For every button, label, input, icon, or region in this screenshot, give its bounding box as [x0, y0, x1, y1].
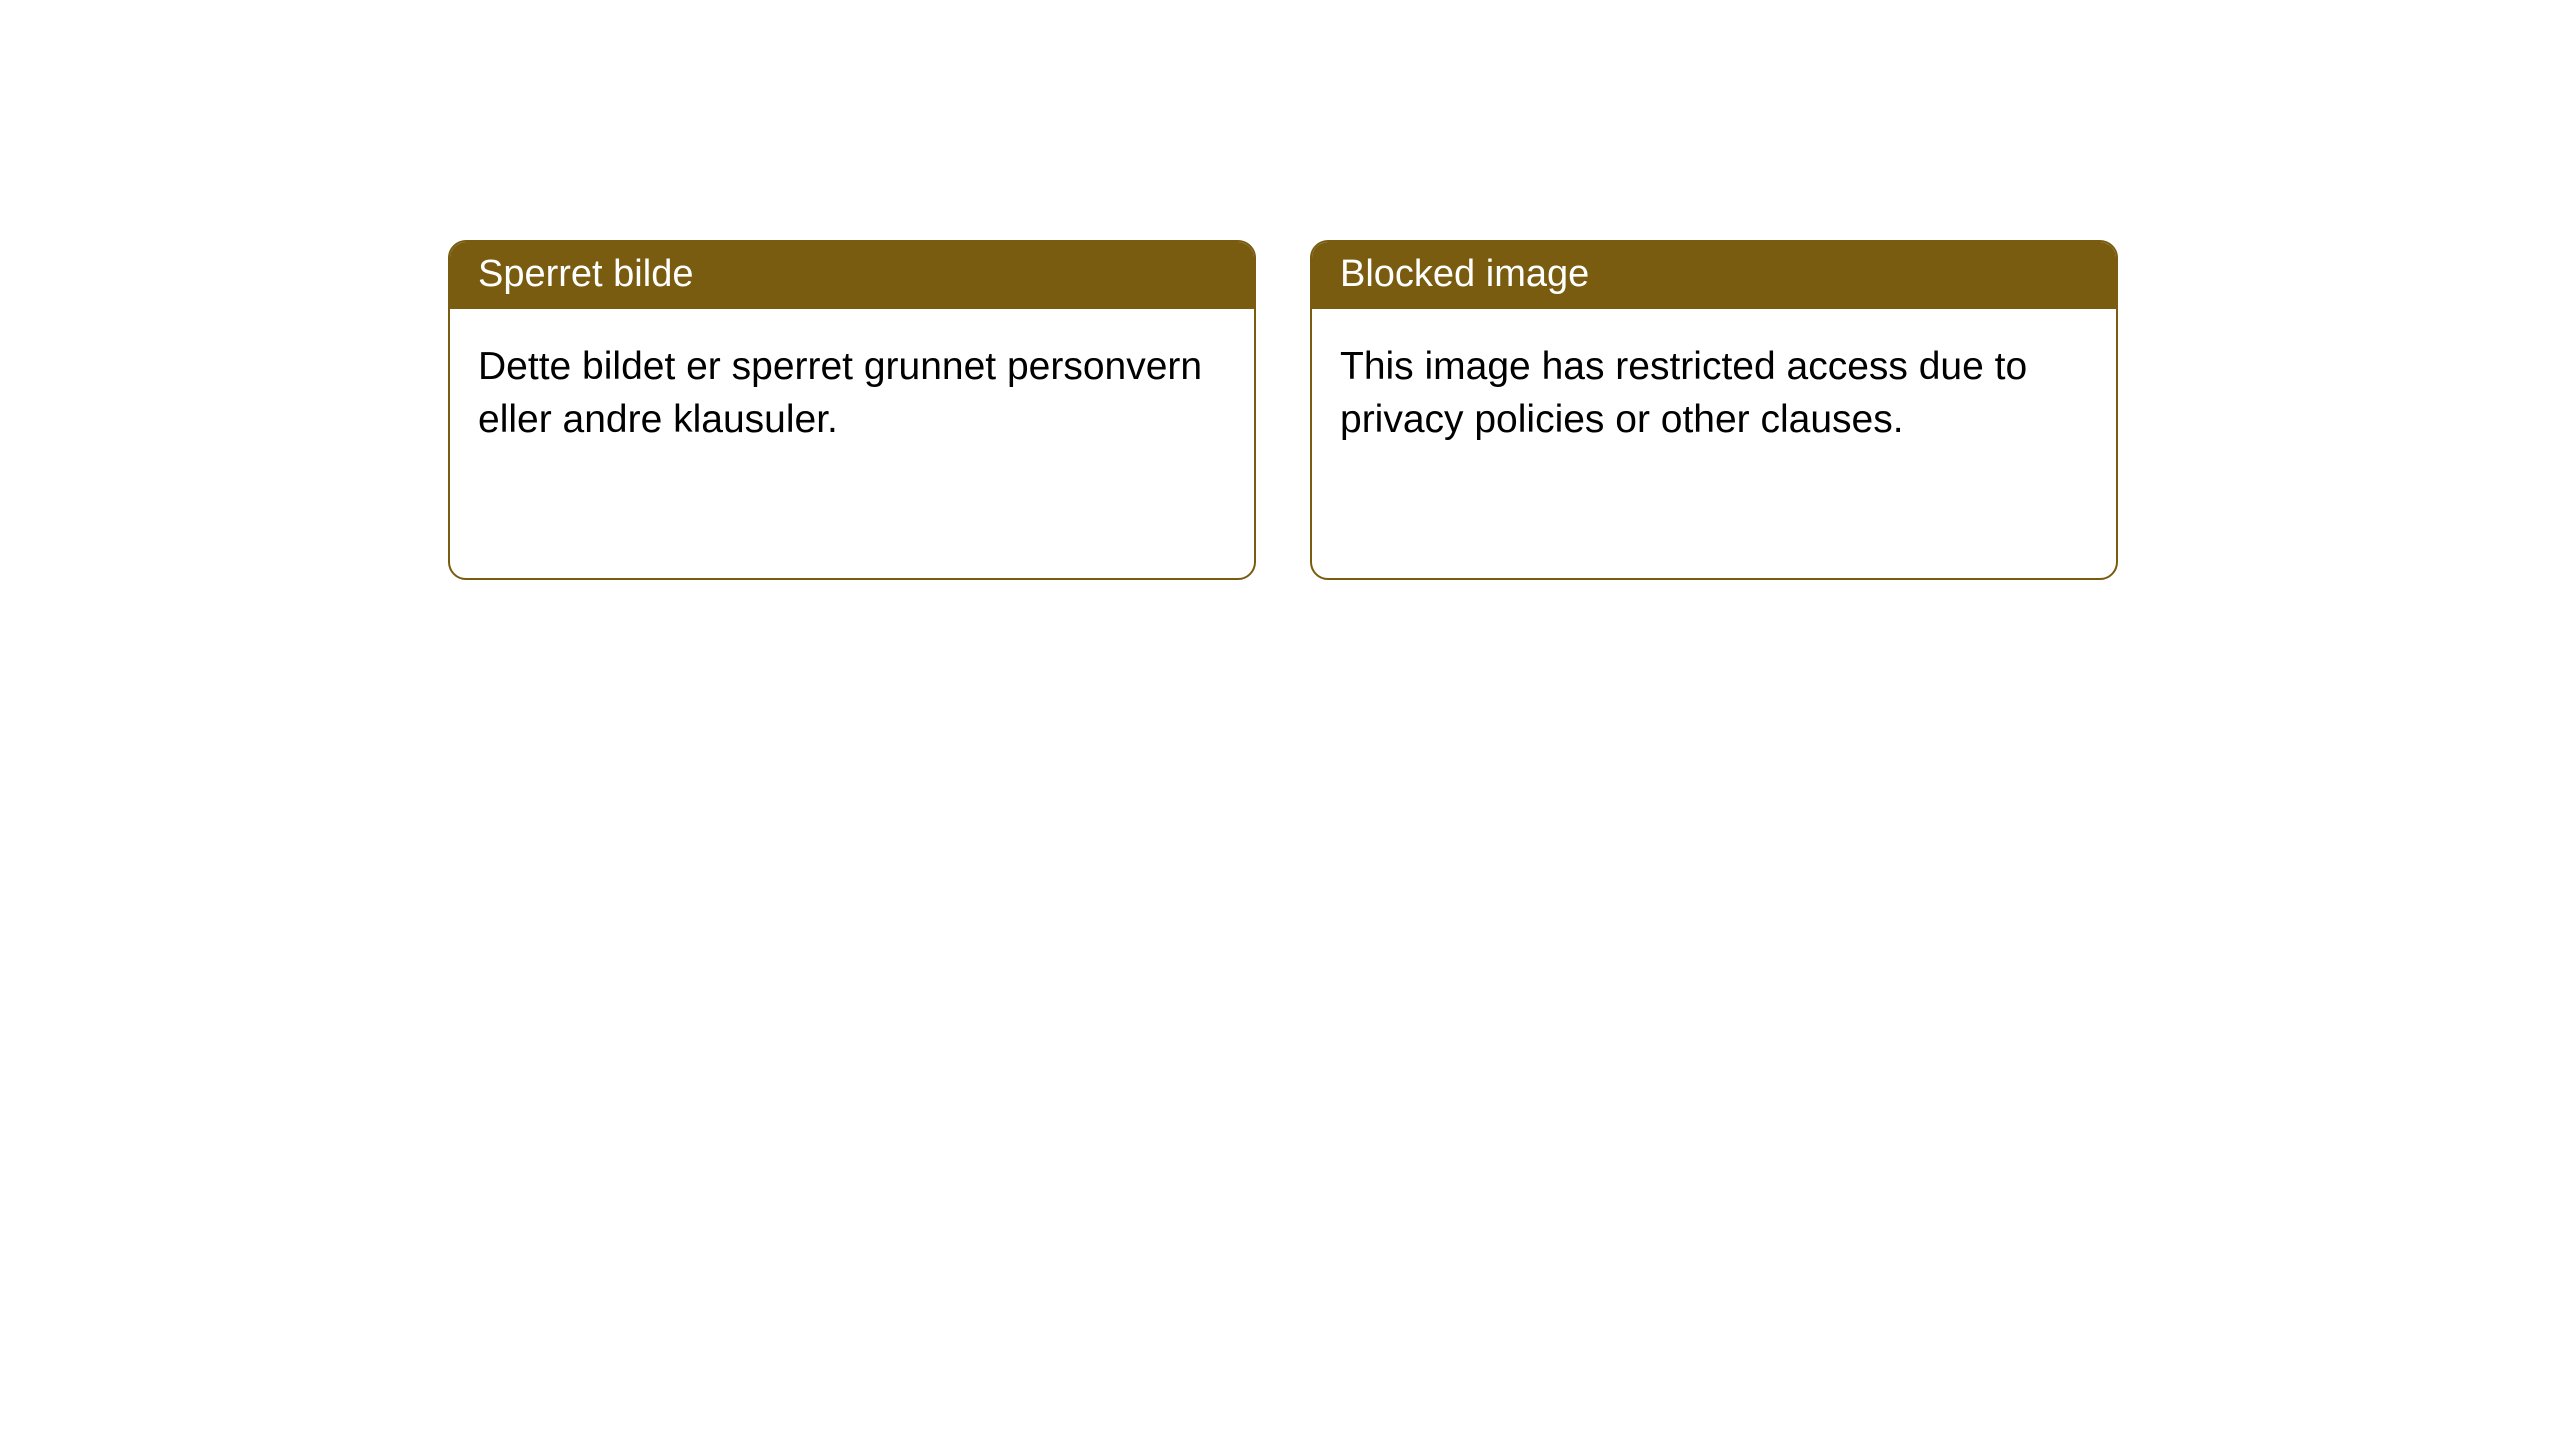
notice-body: Dette bildet er sperret grunnet personve…	[450, 309, 1254, 474]
notice-body: This image has restricted access due to …	[1312, 309, 2116, 474]
notice-header: Sperret bilde	[450, 242, 1254, 309]
notice-container: Sperret bilde Dette bildet er sperret gr…	[0, 0, 2560, 580]
notice-header: Blocked image	[1312, 242, 2116, 309]
notice-card-norwegian: Sperret bilde Dette bildet er sperret gr…	[448, 240, 1256, 580]
notice-card-english: Blocked image This image has restricted …	[1310, 240, 2118, 580]
